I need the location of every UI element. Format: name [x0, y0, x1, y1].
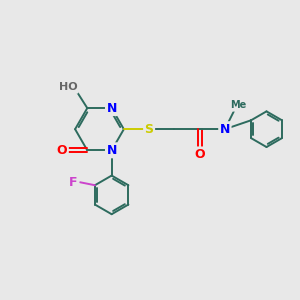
Text: HO: HO — [59, 82, 77, 92]
Text: O: O — [57, 144, 67, 157]
Text: N: N — [106, 102, 117, 115]
Text: Me: Me — [230, 100, 246, 110]
Text: N: N — [220, 123, 230, 136]
Text: N: N — [106, 144, 117, 157]
Text: O: O — [194, 148, 205, 161]
Text: F: F — [69, 176, 78, 189]
Text: S: S — [145, 123, 154, 136]
